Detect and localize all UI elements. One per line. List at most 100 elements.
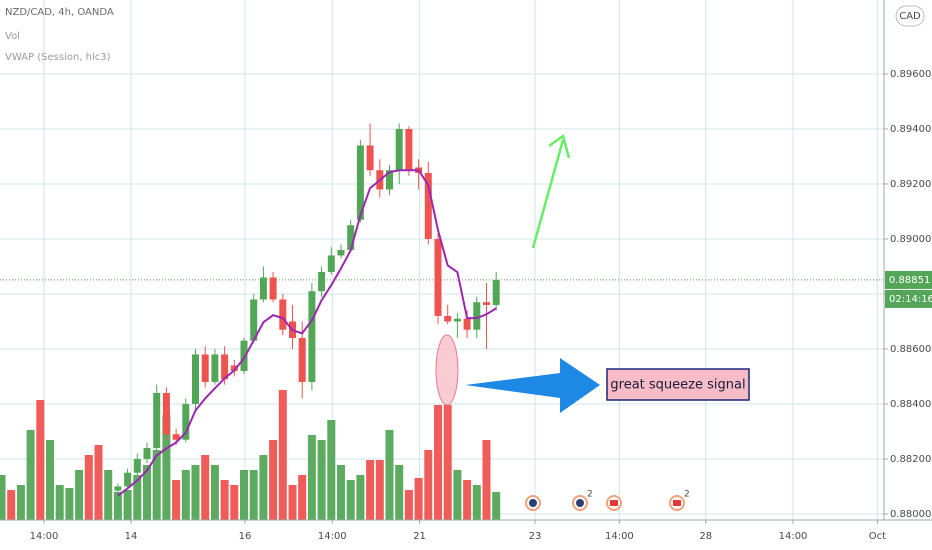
volume-bar — [152, 450, 161, 520]
volume-bar — [46, 440, 55, 520]
volume-bar — [453, 470, 462, 520]
candle-body — [434, 238, 442, 316]
volume-bar — [172, 480, 181, 520]
volume-bar — [113, 492, 122, 520]
candle-body — [259, 277, 267, 300]
y-tick-label: 0.89600 — [890, 69, 931, 80]
candle-body — [279, 299, 287, 330]
candle-body — [424, 172, 432, 239]
volume-bar — [366, 460, 375, 520]
volume-bar — [7, 490, 16, 520]
candle-body — [327, 255, 335, 272]
volume-bar — [336, 465, 345, 520]
volume-bar — [375, 460, 384, 520]
volume-bar — [162, 415, 171, 520]
volume-bar — [191, 465, 200, 520]
legend-vwap: VWAP (Session, hlc3) — [5, 52, 111, 63]
green-arrow — [531, 139, 565, 249]
y-tick-label: 0.88200 — [890, 454, 931, 465]
event-flag[interactable] — [610, 500, 618, 506]
annotation-box — [606, 368, 750, 401]
volume-bar — [0, 475, 6, 520]
candle-body — [347, 225, 355, 250]
candle-body — [395, 128, 403, 171]
volume-bar — [220, 480, 229, 520]
candle-body — [298, 337, 306, 382]
event-icon-dot[interactable] — [576, 499, 584, 507]
candle-body — [453, 318, 461, 322]
x-tick-label: 14:00 — [605, 531, 634, 542]
y-tick-label: 0.88000 — [890, 509, 931, 520]
annotation-text: great squeeze signal — [610, 378, 745, 393]
currency-label[interactable]: CAD — [899, 11, 921, 22]
candle-body — [162, 392, 170, 435]
volume-bar — [143, 465, 152, 520]
legend-symbol: NZD/CAD, 4h, OANDA — [5, 7, 114, 18]
candle-body — [221, 354, 229, 380]
candle-body — [482, 302, 490, 305]
x-tick-label: 23 — [529, 531, 542, 542]
volume-bar — [259, 455, 268, 520]
y-tick-label: 0.89000 — [890, 234, 931, 245]
candle-body — [211, 354, 219, 382]
volume-bar — [133, 475, 142, 520]
candle-body — [385, 170, 393, 190]
legend-vol: Vol — [5, 31, 20, 42]
x-tick-label: 14 — [125, 531, 138, 542]
x-tick-label: 16 — [239, 531, 252, 542]
candle-body — [133, 458, 141, 473]
volume-bar — [463, 480, 472, 520]
countdown-label: 02:14:16 — [889, 294, 932, 305]
candle-body — [172, 434, 180, 440]
event-flag[interactable] — [673, 500, 681, 506]
candle-body — [201, 354, 209, 382]
volume-bar — [230, 485, 239, 520]
volume-bar — [327, 420, 336, 520]
candle-body — [250, 299, 258, 341]
event-icon-dot[interactable] — [529, 499, 537, 507]
volume-bar — [404, 490, 413, 520]
candle-body — [444, 315, 452, 322]
blue-arrow — [465, 358, 600, 413]
volume-bar — [16, 485, 25, 520]
candle-body — [153, 392, 161, 448]
volume-bar — [36, 400, 45, 520]
currency-badge[interactable] — [895, 5, 925, 27]
candle-body — [308, 291, 316, 382]
candle-body — [192, 354, 200, 404]
candle-body — [143, 447, 151, 459]
x-tick-label: 28 — [699, 531, 712, 542]
volume-bar — [240, 470, 249, 520]
volume-bar — [356, 475, 365, 520]
volume-bar — [65, 488, 74, 520]
volume-bar — [210, 465, 219, 520]
volume-bar — [26, 430, 35, 520]
volume-bar — [288, 485, 297, 520]
volume-bar — [317, 440, 326, 520]
volume-bar — [482, 440, 491, 520]
countdown-tag — [885, 289, 932, 308]
volume-bar — [249, 470, 258, 520]
y-tick-label: 0.89400 — [890, 124, 931, 135]
volume-bar — [269, 440, 278, 520]
last-price-tag — [885, 270, 932, 289]
event-badge[interactable]: 2 — [587, 490, 593, 500]
event-badge[interactable]: 2 — [684, 490, 690, 500]
x-tick-label: 14:00 — [779, 531, 808, 542]
y-tick-label: 0.89200 — [890, 179, 931, 190]
vwap-line — [117, 169, 497, 497]
volume-bar — [94, 445, 103, 520]
volume-bar — [123, 490, 132, 520]
candle-body — [405, 128, 413, 171]
volume-bar — [433, 405, 442, 520]
candle-body — [366, 145, 374, 171]
volume-bar — [104, 470, 113, 520]
volume-bar — [443, 405, 452, 520]
volume-bar — [385, 430, 394, 520]
candle-body — [356, 145, 364, 220]
candle-body — [240, 340, 248, 371]
volume-bar — [278, 390, 287, 520]
highlight-ellipse — [435, 334, 459, 406]
volume-bar — [414, 478, 423, 520]
